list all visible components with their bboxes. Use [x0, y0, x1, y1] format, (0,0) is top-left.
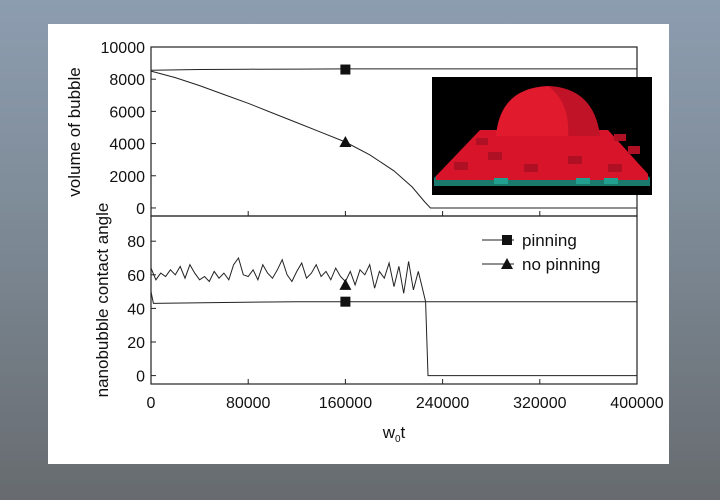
legend-triangle-marker: [501, 258, 513, 269]
x-axis-title-t: t: [401, 423, 406, 442]
top-ytick-label: 4000: [109, 137, 145, 154]
bottom-ytick-label: 20: [127, 335, 145, 352]
bottom-y-ticks: 0 20 40 60 80: [127, 234, 156, 386]
xtick-label: 240000: [416, 395, 469, 412]
x-axis-title-w: w: [382, 423, 396, 442]
inset-substrate-pads: [494, 178, 618, 184]
x-ticks: 0 80000 160000 240000 320000 400000: [147, 211, 664, 412]
bottom-plot-frame: [150, 215, 638, 385]
x-axis-title-sub: 0: [395, 434, 401, 445]
top-marker-triangle: [339, 135, 352, 147]
top-series-group: [150, 64, 637, 209]
top-ytick-label: 8000: [109, 72, 145, 89]
top-ytick-label: 6000: [109, 104, 145, 121]
top-marker-square: [340, 64, 351, 75]
legend-label-no-pinning: no pinning: [522, 255, 600, 274]
legend-square-marker: [502, 235, 512, 245]
bottom-series-line-pinning: [150, 291, 637, 304]
xtick-label: 400000: [610, 395, 663, 412]
xtick-label: 0: [147, 395, 156, 412]
bottom-marker-square: [340, 296, 351, 307]
contact-angle-figure: 0 2000 4000 6000 8000 10000 0 20 40 60 80 0 80000 1…: [65, 40, 664, 445]
bottom-ytick-label: 40: [127, 301, 145, 318]
xtick-label: 320000: [513, 395, 566, 412]
top-y-axis-title: volume of bubble: [65, 67, 84, 196]
top-y-ticks: 0 2000 4000 6000 8000 10000: [101, 40, 156, 218]
inset-bubble-shade: [548, 86, 600, 136]
bottom-ytick-label: 60: [127, 268, 145, 285]
inset-bubble-render: [432, 77, 652, 195]
bottom-series-line-no-pinning: [150, 256, 637, 377]
bottom-ytick-label: 80: [127, 234, 145, 251]
bottom-y-axis-title: nanobubble contact angle: [93, 203, 112, 398]
top-ytick-label: 10000: [101, 40, 146, 57]
x-axis-title: w0t: [382, 423, 406, 445]
inset-pillars: [454, 134, 640, 172]
top-series-line-no-pinning: [150, 70, 637, 209]
legend: pinning no pinning: [482, 231, 600, 274]
legend-label-pinning: pinning: [522, 231, 577, 250]
inset-bubble-base: [436, 130, 648, 180]
bottom-marker-triangle: [339, 278, 352, 290]
slide-panel: 0 2000 4000 6000 8000 10000 0 20 40 60 80 0 80000 1…: [48, 24, 669, 464]
xtick-label: 160000: [319, 395, 372, 412]
top-ytick-label: 2000: [109, 169, 145, 186]
top-series-line-pinning: [150, 68, 637, 71]
xtick-label: 80000: [226, 395, 271, 412]
bottom-series-group: [150, 256, 637, 377]
top-ytick-label: 0: [136, 201, 145, 218]
bottom-ytick-label: 0: [136, 369, 145, 386]
